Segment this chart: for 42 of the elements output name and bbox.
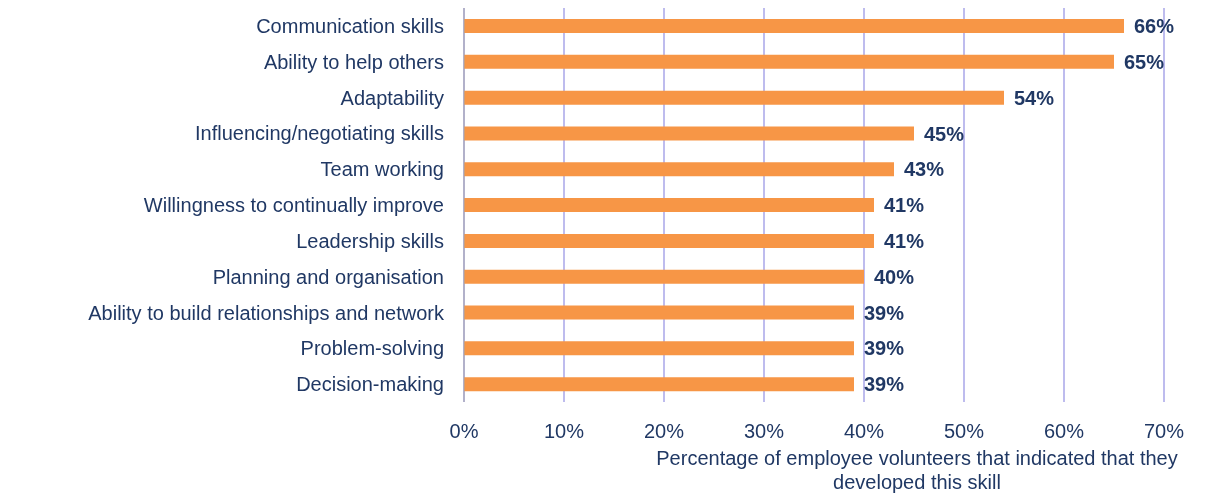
data-label: 65% xyxy=(1124,50,1165,73)
bar xyxy=(464,162,894,177)
bar xyxy=(464,269,864,284)
bar xyxy=(464,90,1004,105)
data-label: 39% xyxy=(864,337,905,360)
bar xyxy=(464,341,854,356)
data-label: 45% xyxy=(924,122,965,145)
x-tick-label: 50% xyxy=(943,420,985,443)
bar xyxy=(464,54,1114,69)
bar xyxy=(464,377,854,392)
y-tick-label: Planning and organisation xyxy=(212,265,444,288)
bar xyxy=(464,126,914,141)
data-label: 39% xyxy=(864,301,905,324)
x-tick-label: 0% xyxy=(449,420,479,443)
data-label: 41% xyxy=(884,230,925,253)
x-axis-title: Percentage of employee volunteers that indicated that they developed this skill xyxy=(655,446,1179,494)
bar xyxy=(464,19,1124,33)
y-tick-label: Problem-solving xyxy=(300,337,444,360)
x-tick-label: 70% xyxy=(1143,420,1185,443)
y-tick-label: Team working xyxy=(320,158,444,181)
y-tick-label: Leadership skills xyxy=(296,229,444,252)
x-tick-label: 60% xyxy=(1043,420,1085,443)
data-label: 66% xyxy=(1134,15,1175,38)
bar xyxy=(464,305,854,320)
data-label: 40% xyxy=(874,265,915,288)
bar xyxy=(464,198,874,213)
y-tick-label: Decision-making xyxy=(296,373,444,396)
y-tick-label: Influencing/negotiating skills xyxy=(194,122,444,145)
x-tick-label: 30% xyxy=(743,420,785,443)
x-tick-label: 20% xyxy=(643,420,685,443)
x-tick-label: 40% xyxy=(843,420,885,443)
y-tick-label: Ability to help others xyxy=(263,50,444,73)
data-label: 43% xyxy=(904,158,945,181)
data-label: 41% xyxy=(884,194,925,217)
y-tick-label: Communication skills xyxy=(256,15,444,38)
data-label: 54% xyxy=(1014,86,1055,109)
y-tick-label: Adaptability xyxy=(340,86,444,109)
y-tick-label: Ability to build relationships and network xyxy=(88,301,445,324)
x-tick-label: 10% xyxy=(543,420,585,443)
data-label: 39% xyxy=(864,373,905,396)
bar xyxy=(464,233,874,248)
y-tick-label: Willingness to continually improve xyxy=(143,194,444,217)
